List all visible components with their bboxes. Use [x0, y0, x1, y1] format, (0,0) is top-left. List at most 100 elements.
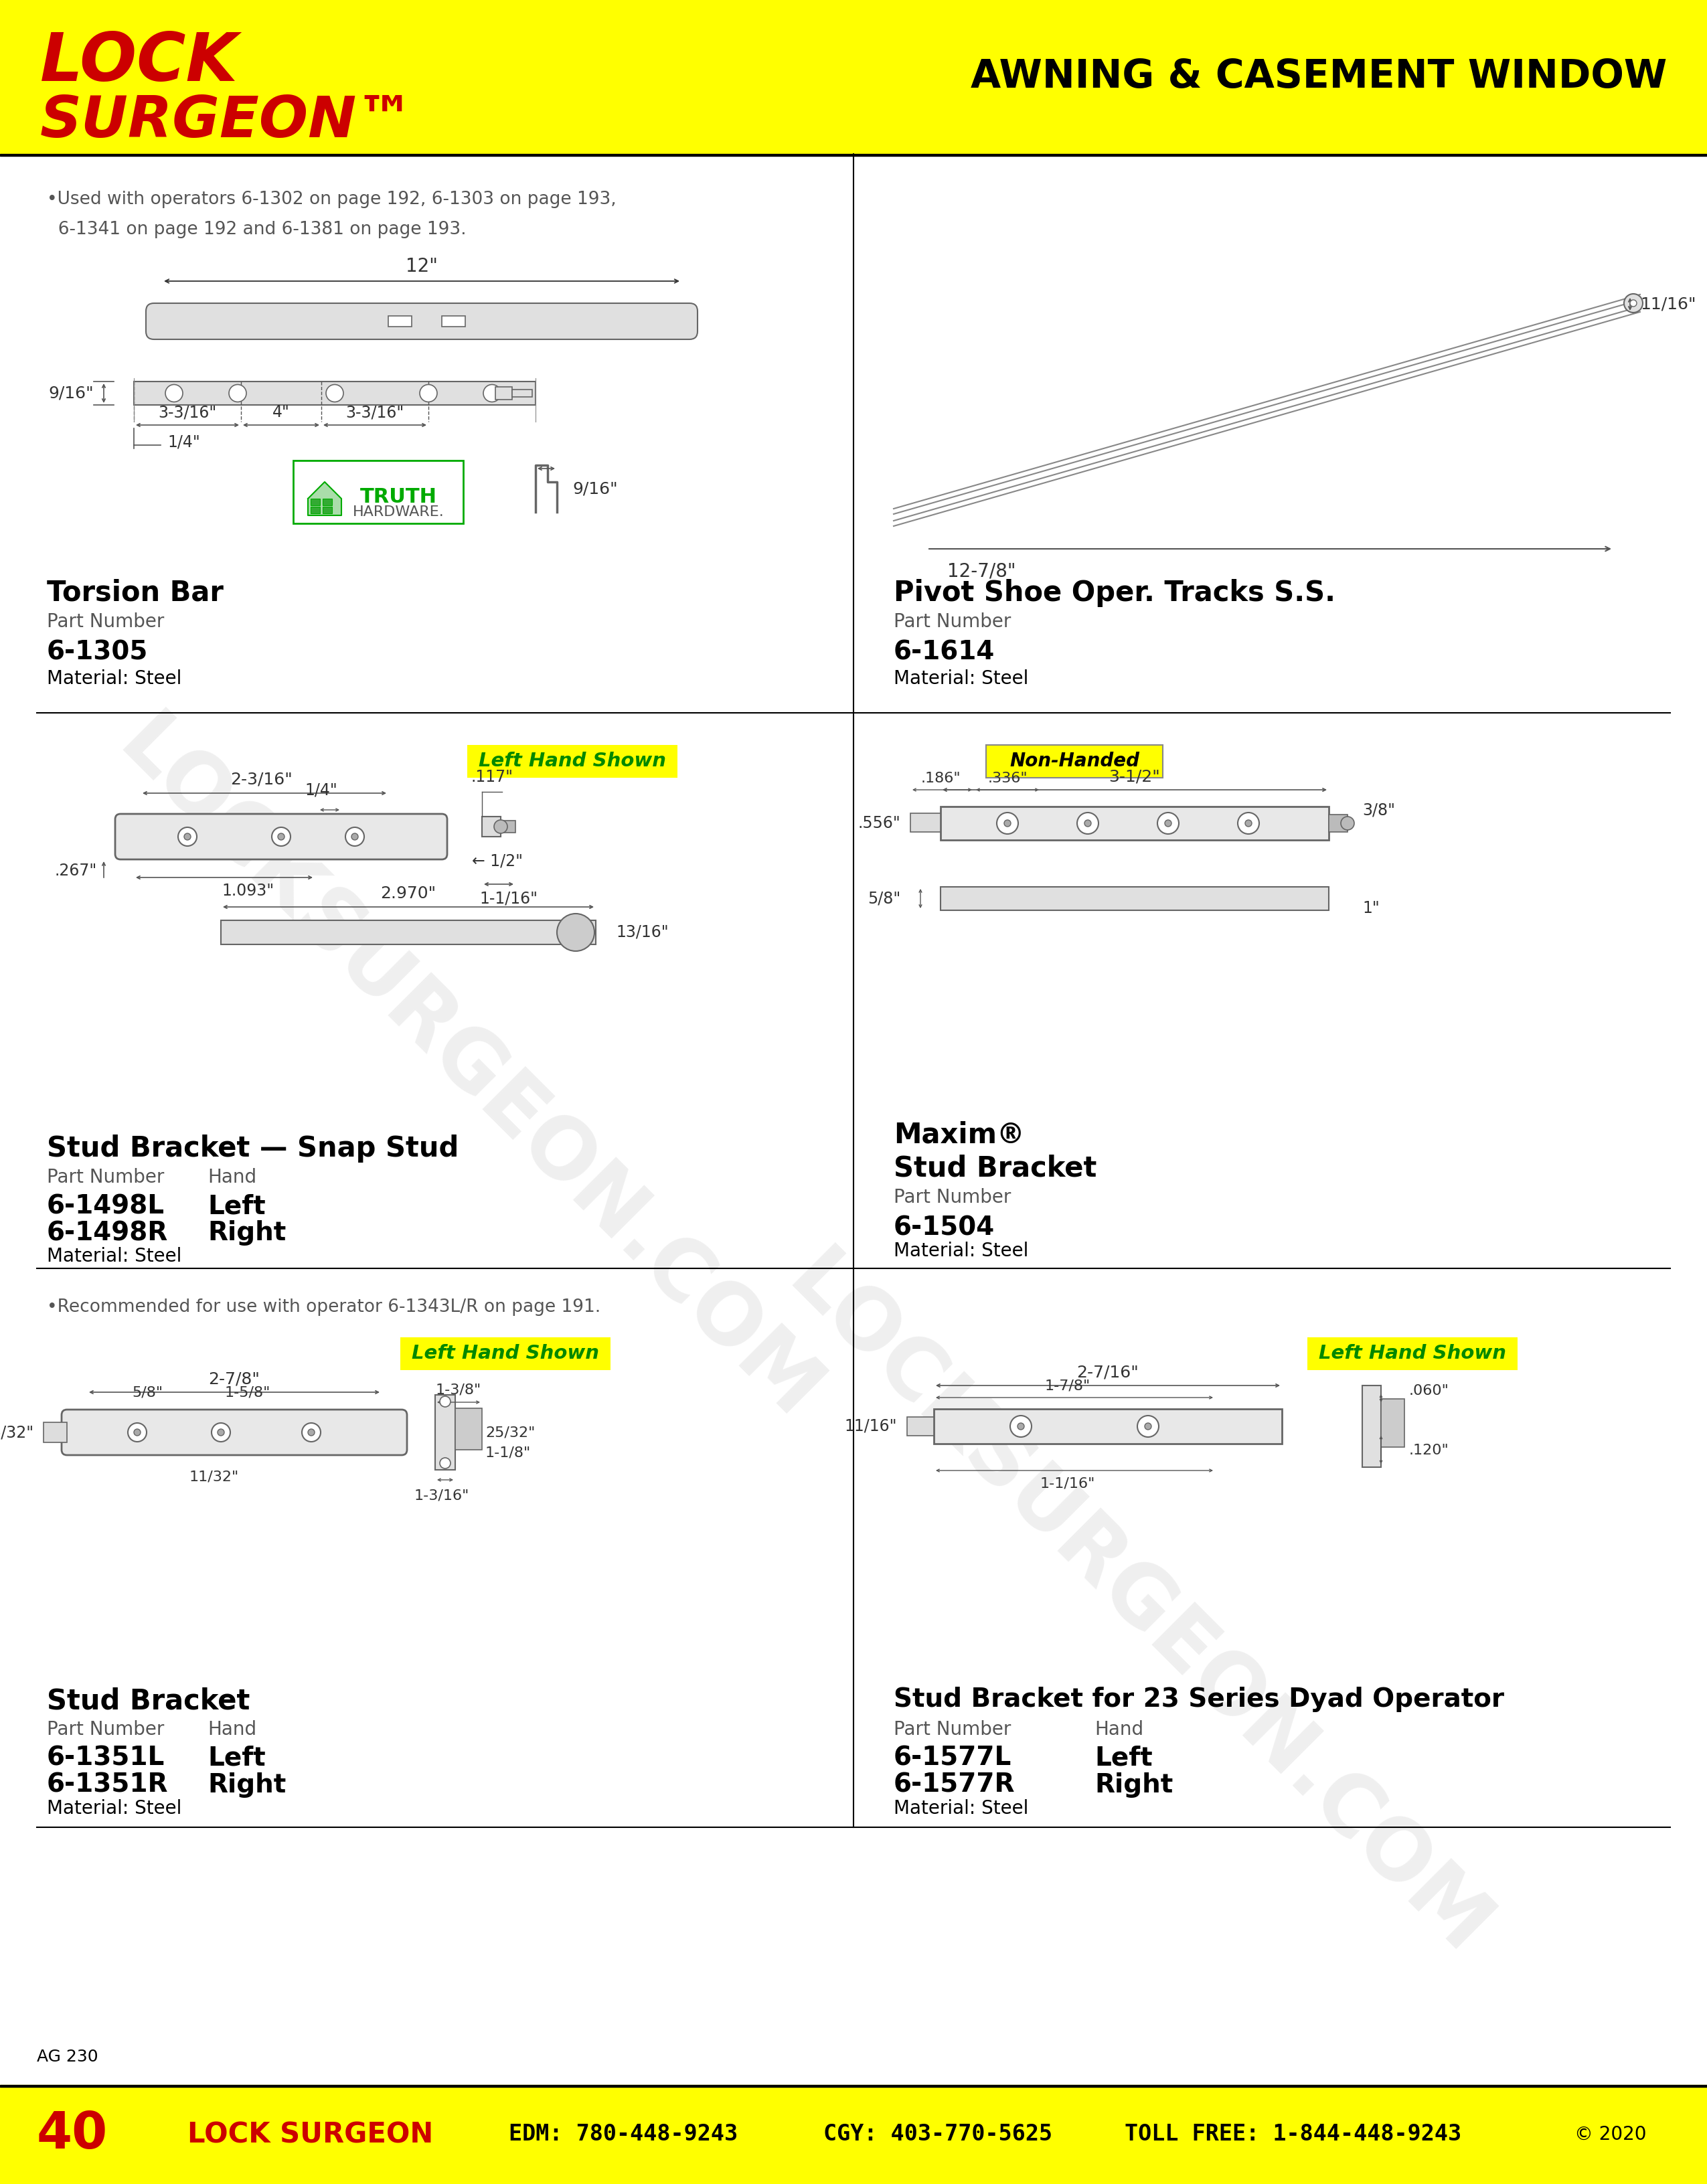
- Text: Hand: Hand: [1094, 1721, 1144, 1738]
- Circle shape: [166, 384, 183, 402]
- Text: 12": 12": [406, 258, 437, 275]
- Text: 11/32": 11/32": [189, 1470, 239, 1483]
- Text: Left: Left: [1094, 1745, 1152, 1771]
- Text: 1/4": 1/4": [306, 782, 338, 799]
- Text: .556": .556": [857, 815, 900, 832]
- Text: Pivot Shoe Oper. Tracks S.S.: Pivot Shoe Oper. Tracks S.S.: [894, 579, 1335, 607]
- Circle shape: [1157, 812, 1180, 834]
- FancyBboxPatch shape: [145, 304, 698, 339]
- Text: 1-5/8": 1-5/8": [225, 1385, 271, 1400]
- Bar: [934, 1409, 1282, 1444]
- Text: Stud Bracket: Stud Bracket: [46, 1686, 249, 1714]
- Circle shape: [128, 1424, 147, 1441]
- Bar: [500, 821, 516, 832]
- Text: 11/16": 11/16": [845, 1417, 896, 1435]
- Text: 6-1341 on page 192 and 6-1381 on page 193.: 6-1341 on page 192 and 6-1381 on page 19…: [46, 221, 466, 238]
- Circle shape: [1340, 817, 1354, 830]
- Text: Non-Handed: Non-Handed: [1009, 751, 1139, 771]
- Text: 6-1498R: 6-1498R: [46, 1221, 169, 1245]
- Circle shape: [326, 384, 343, 402]
- Bar: [941, 887, 1328, 911]
- Text: Maxim®: Maxim®: [894, 1120, 1024, 1149]
- Text: 3-1/2": 3-1/2": [1110, 769, 1161, 784]
- Text: Material: Steel: Material: Steel: [894, 668, 1028, 688]
- FancyBboxPatch shape: [61, 1409, 406, 1455]
- Text: •Used with operators 6-1302 on page 192, 6-1303 on page 193,: •Used with operators 6-1302 on page 192,…: [46, 190, 616, 207]
- Text: 12-7/8": 12-7/8": [947, 561, 1016, 581]
- FancyBboxPatch shape: [1308, 1337, 1518, 1369]
- Bar: [906, 1417, 934, 1435]
- Bar: [220, 919, 596, 943]
- Circle shape: [217, 1428, 224, 1435]
- Text: 2-7/8": 2-7/8": [208, 1372, 259, 1387]
- Circle shape: [184, 834, 191, 841]
- Text: 5/8": 5/8": [131, 1385, 162, 1400]
- Text: 13/16": 13/16": [616, 924, 669, 941]
- Text: Right: Right: [1094, 1773, 1173, 1797]
- Circle shape: [345, 828, 364, 845]
- Bar: [481, 817, 500, 836]
- Text: LOCKSURGEON.COM: LOCKSURGEON.COM: [102, 705, 835, 1437]
- Circle shape: [133, 1428, 140, 1435]
- Circle shape: [1137, 1415, 1159, 1437]
- Text: 6-1577L: 6-1577L: [894, 1745, 1012, 1771]
- Text: Part Number: Part Number: [46, 1721, 164, 1738]
- Text: Part Number: Part Number: [894, 1188, 1011, 1208]
- Bar: [910, 812, 941, 832]
- Text: Left Hand Shown: Left Hand Shown: [478, 751, 666, 771]
- Circle shape: [1164, 819, 1171, 826]
- Text: Stud Bracket: Stud Bracket: [894, 1155, 1096, 1184]
- Text: 2-7/16": 2-7/16": [1077, 1365, 1139, 1380]
- Text: .336": .336": [988, 771, 1028, 784]
- Text: Part Number: Part Number: [894, 612, 1011, 631]
- Text: Left Hand Shown: Left Hand Shown: [1320, 1343, 1506, 1363]
- Text: AWNING & CASEMENT WINDOW: AWNING & CASEMENT WINDOW: [971, 59, 1666, 96]
- Text: © 2020: © 2020: [1576, 2125, 1647, 2145]
- Bar: [456, 1409, 481, 1450]
- Bar: [311, 507, 319, 513]
- Bar: [435, 1396, 456, 1470]
- Text: Part Number: Part Number: [46, 1168, 164, 1186]
- Text: LOCK SURGEON: LOCK SURGEON: [188, 2121, 434, 2149]
- Circle shape: [440, 1396, 451, 1406]
- Circle shape: [1011, 1415, 1031, 1437]
- Text: .186": .186": [920, 771, 961, 784]
- Text: 9/16": 9/16": [48, 384, 94, 402]
- Text: Left: Left: [208, 1745, 266, 1771]
- Text: HARDWARE.: HARDWARE.: [353, 505, 444, 520]
- Circle shape: [178, 828, 196, 845]
- Text: 1-3/16": 1-3/16": [415, 1489, 469, 1503]
- Text: Part Number: Part Number: [894, 1721, 1011, 1738]
- Bar: [387, 317, 411, 328]
- Text: 1.093": 1.093": [222, 882, 273, 900]
- Bar: [512, 389, 533, 397]
- Text: 3-3/16": 3-3/16": [345, 404, 405, 419]
- Text: 9/16": 9/16": [572, 480, 618, 496]
- FancyBboxPatch shape: [114, 815, 447, 860]
- Text: 1-3/8": 1-3/8": [435, 1382, 481, 1398]
- Text: Hand: Hand: [208, 1168, 256, 1186]
- Text: Material: Steel: Material: Steel: [894, 1800, 1028, 1817]
- Text: 6-1504: 6-1504: [894, 1214, 995, 1241]
- Bar: [0, 2086, 1707, 2184]
- Text: CGY: 403-770-5625: CGY: 403-770-5625: [823, 2123, 1053, 2145]
- Text: EDM: 780-448-9243: EDM: 780-448-9243: [509, 2123, 737, 2145]
- Text: 6-1351L: 6-1351L: [46, 1745, 166, 1771]
- Circle shape: [1084, 819, 1091, 826]
- Polygon shape: [307, 483, 341, 515]
- Circle shape: [302, 1424, 321, 1441]
- Circle shape: [278, 834, 285, 841]
- Text: TOLL FREE: 1-844-448-9243: TOLL FREE: 1-844-448-9243: [1125, 2123, 1461, 2145]
- Text: LOCK: LOCK: [41, 31, 239, 96]
- Text: 2.970": 2.970": [381, 885, 437, 902]
- Text: Right: Right: [208, 1221, 287, 1245]
- Bar: [1381, 1400, 1405, 1448]
- Text: .117": .117": [471, 769, 514, 784]
- Circle shape: [556, 913, 594, 950]
- Text: 2-3/16": 2-3/16": [230, 771, 292, 788]
- Bar: [323, 498, 333, 505]
- Text: Stud Bracket — Snap Stud: Stud Bracket — Snap Stud: [46, 1133, 459, 1162]
- Text: Material: Steel: Material: Steel: [46, 1800, 181, 1817]
- Text: SURGEON™: SURGEON™: [41, 94, 415, 149]
- FancyBboxPatch shape: [987, 745, 1162, 778]
